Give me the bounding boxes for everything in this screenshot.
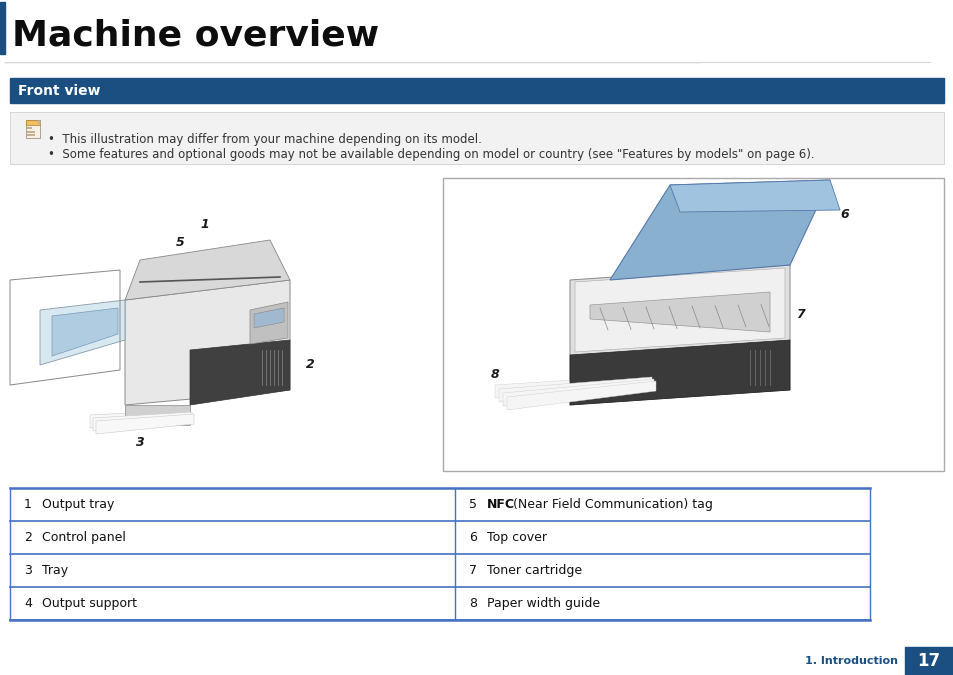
Polygon shape xyxy=(253,308,284,328)
Polygon shape xyxy=(569,340,789,405)
Polygon shape xyxy=(569,265,789,405)
Bar xyxy=(26,120,40,138)
Bar xyxy=(27,127,32,129)
Text: 2: 2 xyxy=(24,531,31,544)
Text: 3: 3 xyxy=(24,564,31,577)
Polygon shape xyxy=(250,302,288,344)
Polygon shape xyxy=(506,381,656,410)
Text: Output tray: Output tray xyxy=(42,498,114,511)
Text: Machine overview: Machine overview xyxy=(12,19,378,53)
Polygon shape xyxy=(609,180,829,280)
Polygon shape xyxy=(502,379,654,406)
Polygon shape xyxy=(125,405,190,425)
Text: 1. Introduction: 1. Introduction xyxy=(804,656,897,666)
Text: 5: 5 xyxy=(175,236,184,248)
Polygon shape xyxy=(498,377,651,402)
Text: •  This illustration may differ from your machine depending on its model.: • This illustration may differ from your… xyxy=(48,133,481,146)
Polygon shape xyxy=(669,180,840,212)
Text: 3: 3 xyxy=(135,435,144,448)
Text: 1: 1 xyxy=(24,498,31,511)
Polygon shape xyxy=(125,280,290,405)
Bar xyxy=(27,134,35,136)
Text: Toner cartridge: Toner cartridge xyxy=(486,564,581,577)
Bar xyxy=(0,2,5,54)
Bar xyxy=(442,178,943,471)
Text: 8: 8 xyxy=(490,369,498,381)
Polygon shape xyxy=(190,340,290,405)
Polygon shape xyxy=(96,414,193,434)
Polygon shape xyxy=(90,410,190,428)
Text: Tray: Tray xyxy=(42,564,68,577)
Polygon shape xyxy=(495,375,649,398)
Text: 17: 17 xyxy=(917,652,940,670)
Polygon shape xyxy=(92,412,192,431)
Text: Output support: Output support xyxy=(42,597,137,610)
Text: Front view: Front view xyxy=(18,84,100,98)
Polygon shape xyxy=(40,300,125,365)
Polygon shape xyxy=(589,292,769,332)
Text: 8: 8 xyxy=(469,597,476,610)
Text: 6: 6 xyxy=(469,531,476,544)
Text: 5: 5 xyxy=(469,498,476,511)
Polygon shape xyxy=(125,240,290,300)
Text: Paper width guide: Paper width guide xyxy=(486,597,599,610)
Bar xyxy=(27,131,35,132)
Bar xyxy=(10,112,943,164)
Text: Control panel: Control panel xyxy=(42,531,126,544)
Text: 2: 2 xyxy=(305,358,314,371)
Bar xyxy=(10,78,943,103)
Text: •  Some features and optional goods may not be available depending on model or c: • Some features and optional goods may n… xyxy=(48,148,814,161)
Text: 6: 6 xyxy=(840,209,848,221)
Text: Top cover: Top cover xyxy=(486,531,546,544)
Text: NFC: NFC xyxy=(486,498,515,511)
Text: 7: 7 xyxy=(469,564,476,577)
Polygon shape xyxy=(36,120,40,124)
Polygon shape xyxy=(575,268,784,352)
Bar xyxy=(904,647,953,675)
Text: (Near Field Communication) tag: (Near Field Communication) tag xyxy=(509,498,712,511)
Text: 1: 1 xyxy=(200,219,209,232)
Text: 7: 7 xyxy=(795,308,803,321)
Bar xyxy=(26,120,40,125)
Text: 4: 4 xyxy=(24,597,31,610)
Polygon shape xyxy=(52,308,118,356)
